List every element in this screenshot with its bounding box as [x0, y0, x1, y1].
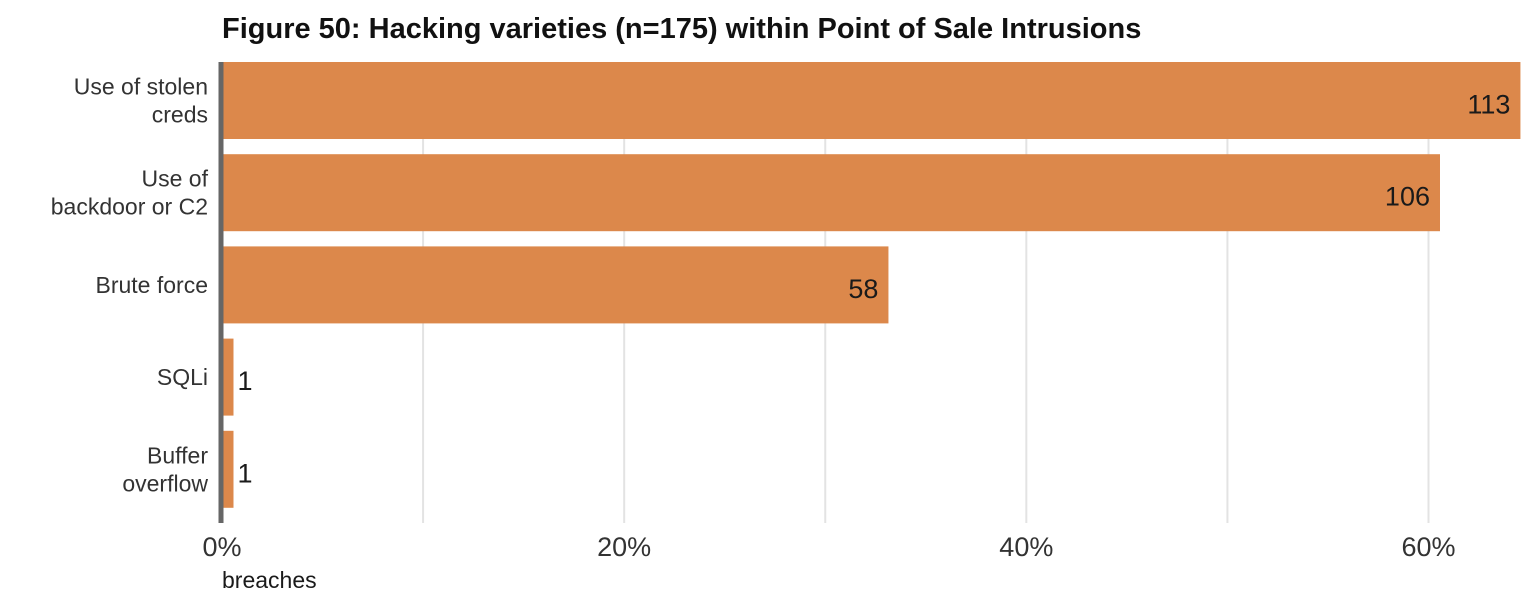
category-label: Brute force [96, 272, 209, 298]
chart-title: Figure 50: Hacking varieties (n=175) wit… [222, 13, 1141, 45]
category-label: creds [152, 102, 208, 128]
bars [222, 62, 1521, 508]
category-label: Use of [142, 166, 209, 192]
value-label: 1 [237, 366, 252, 396]
bar [222, 430, 234, 508]
x-tick-label: 0% [202, 532, 241, 562]
value-label: 1 [237, 458, 252, 488]
value-label: 113 [1467, 90, 1510, 120]
bar [222, 338, 234, 416]
bar [222, 246, 889, 324]
x-axis-ticks: 0% 20% 40% 60% [202, 532, 1455, 562]
category-label: Buffer [147, 442, 208, 468]
bar [222, 154, 1440, 232]
value-label: 58 [848, 274, 878, 304]
category-label: Use of stolen [74, 74, 208, 100]
x-tick-label: 40% [999, 532, 1053, 562]
value-label: 106 [1385, 182, 1430, 212]
category-label: backdoor or C2 [51, 194, 208, 220]
x-axis-title: breaches [222, 567, 317, 593]
category-label: overflow [122, 470, 208, 496]
value-labels: 113 106 58 1 1 [237, 90, 1510, 489]
category-label: SQLi [157, 364, 208, 390]
x-tick-label: 60% [1401, 532, 1455, 562]
x-tick-label: 20% [597, 532, 651, 562]
bar [222, 62, 1521, 139]
